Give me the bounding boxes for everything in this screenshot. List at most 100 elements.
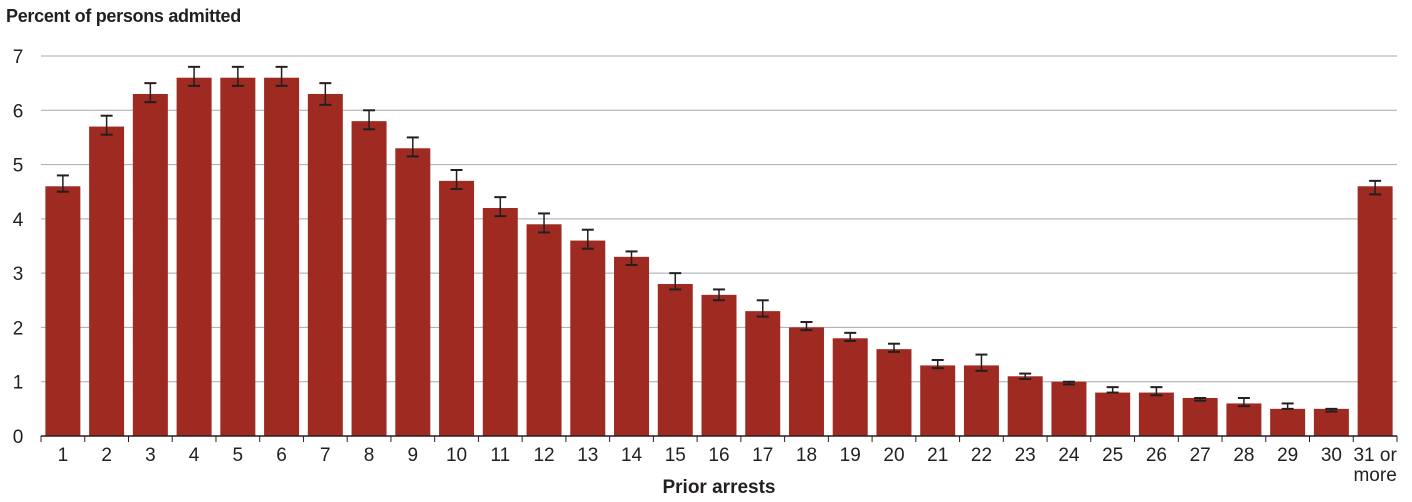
x-axis-ticks: 1 2 3 4 5 6 7 8 9 10 11 12 13 14 15 16 17 18 19 20 21 22 23 24 2… — [40, 436, 1398, 486]
x-tick-label: 7 — [320, 445, 331, 466]
error-bar — [581, 228, 594, 250]
error-bars — [56, 65, 1382, 413]
error-bar — [1150, 386, 1163, 397]
x-tick-label: 25 — [1102, 445, 1123, 466]
x-tick-label: 19 — [840, 445, 861, 466]
error-bar — [144, 82, 157, 104]
bar — [307, 94, 343, 436]
x-tick-label: 14 — [621, 445, 643, 466]
bar — [1226, 403, 1262, 436]
bar — [1051, 381, 1087, 436]
error-bar — [1281, 402, 1294, 410]
x-tick-label: 4 — [189, 445, 200, 466]
error-bar — [56, 174, 69, 193]
error-bar — [494, 196, 507, 218]
x-tick-label: 11 — [490, 445, 510, 466]
x-tick-label: 8 — [364, 445, 375, 466]
x-tick-label: 27 — [1190, 445, 1211, 466]
x-axis-title: Prior arrests — [662, 477, 775, 498]
bar — [220, 77, 256, 436]
y-tick-label: 1 — [13, 373, 24, 394]
x-tick-label: 9 — [408, 445, 419, 466]
bar — [482, 208, 518, 436]
error-bar — [1019, 372, 1032, 380]
y-tick-label: 3 — [13, 264, 24, 285]
chart-title: Percent of persons admitted — [6, 6, 241, 26]
bar — [45, 186, 81, 436]
bar — [1313, 408, 1349, 436]
x-tick-label: 23 — [1015, 445, 1036, 466]
error-bar — [188, 65, 201, 87]
bar — [1095, 392, 1131, 436]
x-tick-label: 22 — [971, 445, 992, 466]
error-bar — [1194, 397, 1207, 402]
error-bar — [1325, 407, 1338, 413]
x-tick-label: 6 — [276, 445, 287, 466]
error-bar — [669, 272, 682, 291]
bar — [876, 349, 912, 436]
bar — [1007, 376, 1043, 436]
x-tick-label: 28 — [1233, 445, 1254, 466]
bar — [570, 240, 606, 436]
x-tick-label: 17 — [752, 445, 773, 466]
x-tick-label: 26 — [1146, 445, 1167, 466]
error-bar — [450, 169, 463, 190]
error-bar — [100, 114, 113, 136]
bar — [657, 284, 693, 436]
x-tick-label: 31 or — [1353, 445, 1397, 466]
bar — [132, 94, 168, 436]
x-tick-label: 24 — [1058, 445, 1080, 466]
x-tick-label: 15 — [665, 445, 686, 466]
x-tick-label: 16 — [708, 445, 729, 466]
error-bar — [275, 65, 288, 87]
error-bar — [975, 353, 988, 372]
error-bar — [713, 288, 725, 302]
error-bar — [844, 331, 857, 342]
error-bar — [1369, 179, 1382, 196]
bar — [395, 148, 431, 437]
y-axis-ticks: 0 1 2 3 4 5 6 7 — [13, 47, 24, 448]
bar — [526, 224, 562, 436]
bar — [1138, 392, 1174, 436]
x-tick-label: 21 — [927, 445, 948, 466]
x-tick-label: 2 — [101, 445, 112, 466]
bar — [701, 294, 737, 436]
x-tick-label: 5 — [233, 445, 244, 466]
x-tick-label: 3 — [145, 445, 156, 466]
bar — [832, 338, 868, 436]
error-bar — [931, 359, 944, 370]
error-bar — [887, 342, 900, 353]
y-tick-label: 0 — [13, 427, 24, 448]
error-bar — [538, 212, 551, 234]
x-tick-label: 29 — [1277, 445, 1298, 466]
x-tick-label: 12 — [533, 445, 554, 466]
error-bar — [406, 136, 419, 158]
bar — [788, 327, 824, 436]
bar — [1182, 398, 1218, 436]
x-tick-label: 1 — [58, 445, 69, 466]
error-bar — [1237, 397, 1250, 408]
error-bar — [1062, 380, 1075, 386]
bar — [1357, 186, 1393, 436]
x-tick-label: 30 — [1321, 445, 1342, 466]
x-tick-label: 18 — [796, 445, 817, 466]
y-tick-label: 4 — [13, 210, 24, 231]
error-bar — [363, 109, 376, 131]
error-bar — [625, 250, 638, 266]
bar — [1270, 408, 1306, 436]
x-tick-label: 10 — [446, 445, 467, 466]
bar — [89, 126, 125, 437]
bar — [920, 365, 956, 436]
error-bar — [231, 65, 244, 87]
bars — [45, 77, 1393, 437]
bar — [745, 311, 781, 436]
bar — [963, 365, 999, 436]
y-tick-label: 7 — [13, 47, 24, 68]
y-tick-label: 2 — [13, 318, 24, 339]
y-tick-label: 5 — [13, 156, 24, 177]
bar — [176, 77, 212, 436]
x-tick-label: 13 — [577, 445, 598, 466]
bar — [351, 121, 387, 437]
bar — [614, 256, 650, 436]
x-tick-label: 20 — [883, 445, 904, 466]
